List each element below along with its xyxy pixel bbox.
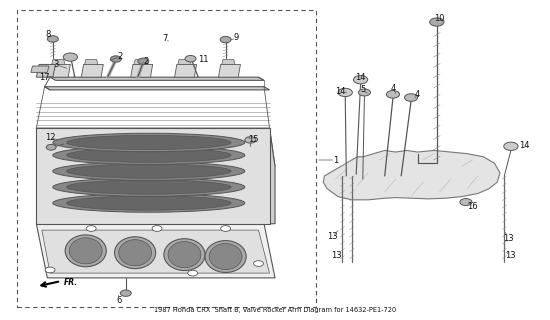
- Ellipse shape: [67, 180, 231, 194]
- Ellipse shape: [67, 135, 231, 150]
- Text: 9: 9: [234, 34, 239, 43]
- Circle shape: [120, 290, 131, 296]
- Circle shape: [220, 36, 231, 43]
- Ellipse shape: [65, 235, 106, 267]
- Circle shape: [460, 198, 472, 205]
- Ellipse shape: [205, 241, 246, 272]
- Ellipse shape: [209, 244, 242, 270]
- Text: 14: 14: [336, 87, 346, 96]
- Circle shape: [46, 144, 56, 150]
- Text: 13: 13: [505, 251, 516, 260]
- Circle shape: [45, 267, 55, 273]
- Circle shape: [221, 226, 230, 231]
- Polygon shape: [178, 60, 191, 64]
- Polygon shape: [222, 60, 235, 64]
- Ellipse shape: [168, 242, 201, 268]
- Text: 4: 4: [390, 84, 395, 93]
- Circle shape: [338, 88, 353, 97]
- Text: 13: 13: [503, 234, 514, 243]
- Text: 14: 14: [519, 141, 530, 150]
- Text: 10: 10: [434, 14, 445, 23]
- Polygon shape: [323, 150, 500, 200]
- Bar: [17, 10, 316, 307]
- Polygon shape: [48, 64, 70, 77]
- Text: 11: 11: [199, 55, 209, 64]
- Circle shape: [185, 55, 196, 62]
- Text: 15: 15: [248, 135, 258, 144]
- Circle shape: [245, 137, 256, 143]
- Polygon shape: [31, 66, 49, 72]
- Text: 13: 13: [331, 251, 342, 260]
- Polygon shape: [81, 64, 103, 77]
- Text: 3: 3: [53, 60, 58, 69]
- Polygon shape: [50, 77, 264, 80]
- Polygon shape: [52, 60, 65, 64]
- Polygon shape: [42, 230, 270, 273]
- Circle shape: [63, 53, 78, 61]
- Circle shape: [430, 18, 444, 26]
- Ellipse shape: [67, 148, 231, 162]
- Ellipse shape: [53, 146, 245, 164]
- Ellipse shape: [53, 133, 245, 152]
- Text: 5: 5: [360, 85, 365, 94]
- Ellipse shape: [67, 164, 231, 178]
- Circle shape: [354, 76, 368, 84]
- Circle shape: [188, 270, 197, 276]
- Ellipse shape: [53, 162, 245, 180]
- Polygon shape: [85, 60, 98, 64]
- Circle shape: [404, 94, 417, 101]
- Text: 7: 7: [163, 35, 168, 44]
- Ellipse shape: [53, 194, 245, 212]
- Polygon shape: [36, 224, 275, 278]
- Polygon shape: [45, 87, 270, 90]
- Text: 17: 17: [39, 73, 50, 82]
- Ellipse shape: [69, 238, 102, 264]
- Polygon shape: [36, 128, 270, 224]
- Circle shape: [47, 36, 58, 42]
- Polygon shape: [218, 64, 240, 77]
- Text: 2: 2: [118, 52, 123, 61]
- Circle shape: [86, 226, 96, 231]
- Polygon shape: [134, 60, 147, 64]
- Text: 4: 4: [415, 90, 420, 99]
- Ellipse shape: [164, 239, 205, 270]
- Circle shape: [359, 89, 371, 96]
- Text: 2: 2: [144, 57, 149, 66]
- Ellipse shape: [114, 237, 156, 269]
- Circle shape: [504, 142, 518, 150]
- Text: 13: 13: [327, 232, 338, 241]
- Circle shape: [152, 226, 162, 231]
- Text: 14: 14: [355, 73, 365, 82]
- Text: 12: 12: [45, 133, 56, 142]
- Ellipse shape: [53, 178, 245, 196]
- Polygon shape: [36, 64, 56, 77]
- Ellipse shape: [67, 196, 231, 210]
- Polygon shape: [270, 128, 275, 224]
- Circle shape: [254, 261, 263, 267]
- Text: 1987 Honda CRX  Shaft B, Valve Rocker Arm Diagram for 14632-PE1-720: 1987 Honda CRX Shaft B, Valve Rocker Arm…: [154, 307, 396, 313]
- Text: FR.: FR.: [64, 278, 78, 287]
- Text: 1: 1: [333, 156, 338, 164]
- Polygon shape: [131, 64, 153, 77]
- Text: 16: 16: [467, 202, 478, 211]
- Polygon shape: [174, 64, 196, 77]
- Polygon shape: [36, 128, 275, 166]
- Text: 8: 8: [46, 30, 51, 39]
- Circle shape: [138, 58, 149, 64]
- Ellipse shape: [119, 240, 152, 266]
- Text: 6: 6: [116, 296, 122, 305]
- Circle shape: [386, 91, 399, 98]
- Circle shape: [111, 56, 122, 62]
